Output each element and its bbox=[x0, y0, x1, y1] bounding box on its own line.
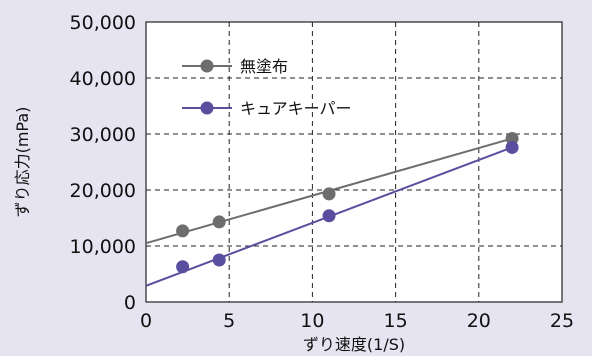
grid-lines bbox=[146, 22, 562, 302]
y-tick-label: 20,000 bbox=[70, 180, 136, 202]
data-point bbox=[176, 260, 190, 274]
x-tick-label: 20 bbox=[467, 310, 491, 332]
x-tick-label: 0 bbox=[140, 310, 152, 332]
data-point bbox=[322, 209, 336, 223]
tick-labels: 0 5 10 15 20 25 0 10,000 20,000 30,000 40,000 50,00… bbox=[70, 12, 575, 332]
legend-marker bbox=[200, 101, 214, 115]
x-tick-label: 25 bbox=[550, 310, 574, 332]
legend-label: 無塗布 bbox=[240, 57, 288, 76]
x-axis-title: ずり速度(1/S) bbox=[303, 335, 405, 354]
data-point bbox=[505, 131, 519, 145]
x-tick-label: 10 bbox=[300, 310, 324, 332]
y-tick-label: 0 bbox=[124, 292, 136, 314]
data-point bbox=[322, 187, 336, 201]
y-tick-label: 30,000 bbox=[70, 124, 136, 146]
y-tick-label: 10,000 bbox=[70, 236, 136, 258]
y-tick-label: 40,000 bbox=[70, 68, 136, 90]
data-points bbox=[176, 131, 519, 274]
data-point bbox=[212, 253, 226, 267]
legend-marker bbox=[200, 59, 214, 73]
data-point bbox=[176, 224, 190, 238]
x-tick-label: 15 bbox=[384, 310, 408, 332]
y-tick-label: 50,000 bbox=[70, 12, 136, 34]
y-axis-title: ずり応力(mPa) bbox=[13, 107, 32, 218]
data-point bbox=[212, 215, 226, 229]
x-tick-label: 5 bbox=[223, 310, 235, 332]
data-point bbox=[505, 140, 519, 154]
legend-label: キュアキーパー bbox=[240, 99, 352, 118]
